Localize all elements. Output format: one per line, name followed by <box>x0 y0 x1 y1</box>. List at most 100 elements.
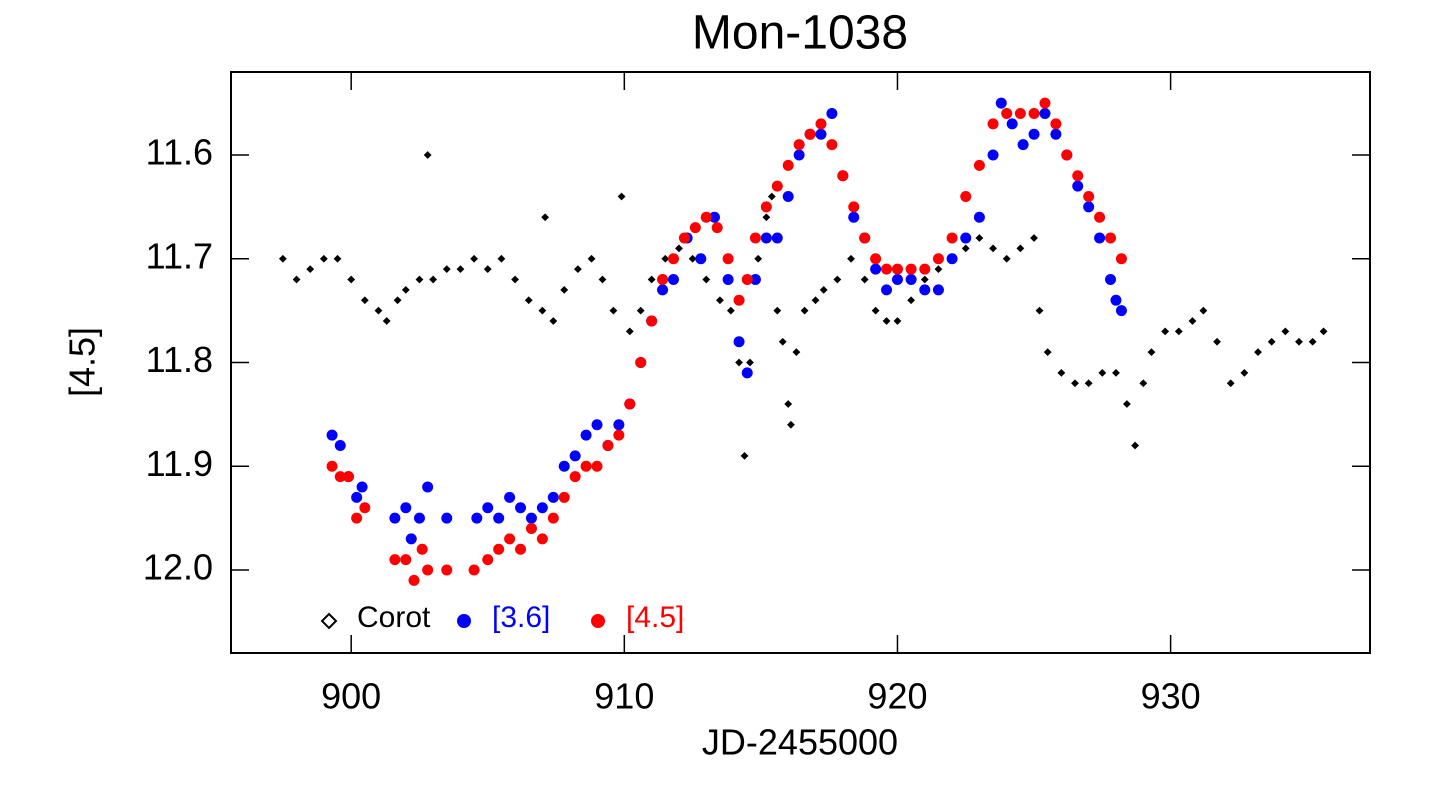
data-point <box>558 460 570 472</box>
data-point <box>1094 232 1106 244</box>
data-point <box>762 213 771 222</box>
data-point <box>1039 97 1051 109</box>
data-point <box>580 429 592 441</box>
data-point <box>689 222 701 234</box>
legend-marker <box>591 614 605 628</box>
data-point <box>602 440 614 451</box>
data-point <box>646 315 658 327</box>
data-point <box>1094 211 1106 223</box>
data-point <box>334 440 346 451</box>
data-point <box>837 170 849 182</box>
data-point <box>1006 118 1018 130</box>
data-point <box>792 348 801 357</box>
x-tick-label: 910 <box>594 676 654 717</box>
x-tick-label: 930 <box>1141 676 1201 717</box>
data-point <box>700 211 712 223</box>
data-point <box>635 357 647 368</box>
data-point <box>1131 441 1140 450</box>
data-point <box>401 285 410 294</box>
data-point <box>920 275 929 284</box>
data-point <box>1043 348 1052 357</box>
data-point <box>804 128 816 140</box>
data-point <box>960 232 972 244</box>
data-point <box>905 263 917 275</box>
data-point <box>815 128 827 140</box>
data-point <box>1030 234 1038 242</box>
y-tick-label: 11.8 <box>146 339 213 380</box>
data-point <box>870 253 882 265</box>
data-point <box>1014 108 1026 119</box>
data-point <box>1028 108 1040 119</box>
data-point <box>1188 317 1197 325</box>
data-point <box>1071 379 1079 388</box>
data-point <box>733 336 745 348</box>
data-point <box>919 284 931 296</box>
data-point <box>678 232 690 244</box>
data-point <box>613 419 625 431</box>
data-point <box>326 429 338 441</box>
data-point <box>881 263 893 275</box>
data-point <box>847 254 855 263</box>
data-point <box>389 554 401 566</box>
data-point <box>1105 232 1117 244</box>
data-point <box>524 296 533 305</box>
data-point <box>306 265 315 274</box>
legend-label: Corot <box>357 601 431 634</box>
data-point <box>722 274 734 285</box>
data-point <box>811 296 820 305</box>
data-point <box>609 306 618 315</box>
data-point <box>793 139 805 151</box>
data-point <box>893 317 902 325</box>
data-point <box>1083 191 1095 202</box>
y-tick-label: 11.6 <box>146 132 213 173</box>
data-point <box>482 502 494 514</box>
data-point <box>773 306 782 315</box>
data-point <box>871 306 880 315</box>
data-point <box>891 274 903 285</box>
data-point <box>1072 170 1084 182</box>
data-point <box>1115 253 1127 265</box>
data-point <box>1001 108 1013 119</box>
data-point <box>493 512 505 524</box>
data-point <box>771 180 783 192</box>
data-point <box>716 296 724 305</box>
data-point <box>1254 348 1262 357</box>
data-point <box>470 254 479 263</box>
data-point <box>987 118 999 130</box>
data-point <box>525 523 537 534</box>
data-point <box>860 275 869 284</box>
data-point <box>1084 379 1093 388</box>
data-point <box>613 429 625 441</box>
data-point <box>881 284 893 296</box>
data-point <box>1050 128 1062 140</box>
data-point <box>558 491 570 503</box>
data-point <box>1226 379 1235 388</box>
data-point <box>661 254 670 263</box>
data-point <box>1115 305 1127 317</box>
data-point <box>1281 327 1290 336</box>
chart-title: Mon-1038 <box>692 7 908 60</box>
data-point <box>389 512 401 524</box>
data-point <box>882 317 891 325</box>
x-tick-label: 900 <box>321 676 381 717</box>
data-point <box>1028 128 1040 140</box>
data-point <box>1105 274 1117 285</box>
data-point <box>482 554 494 566</box>
data-point <box>422 481 434 493</box>
data-point <box>870 263 882 275</box>
data-point <box>569 450 581 462</box>
data-point <box>560 285 569 294</box>
data-point <box>408 574 420 586</box>
data-point <box>468 564 480 576</box>
y-tick-label: 11.9 <box>146 443 213 484</box>
data-point <box>657 284 669 296</box>
data-point <box>359 502 371 514</box>
x-tick-label: 920 <box>867 676 927 717</box>
data-point <box>393 296 402 305</box>
data-point <box>800 306 809 315</box>
data-point <box>987 149 999 161</box>
data-point <box>675 244 683 253</box>
data-point <box>746 358 754 367</box>
data-point <box>1174 327 1183 336</box>
